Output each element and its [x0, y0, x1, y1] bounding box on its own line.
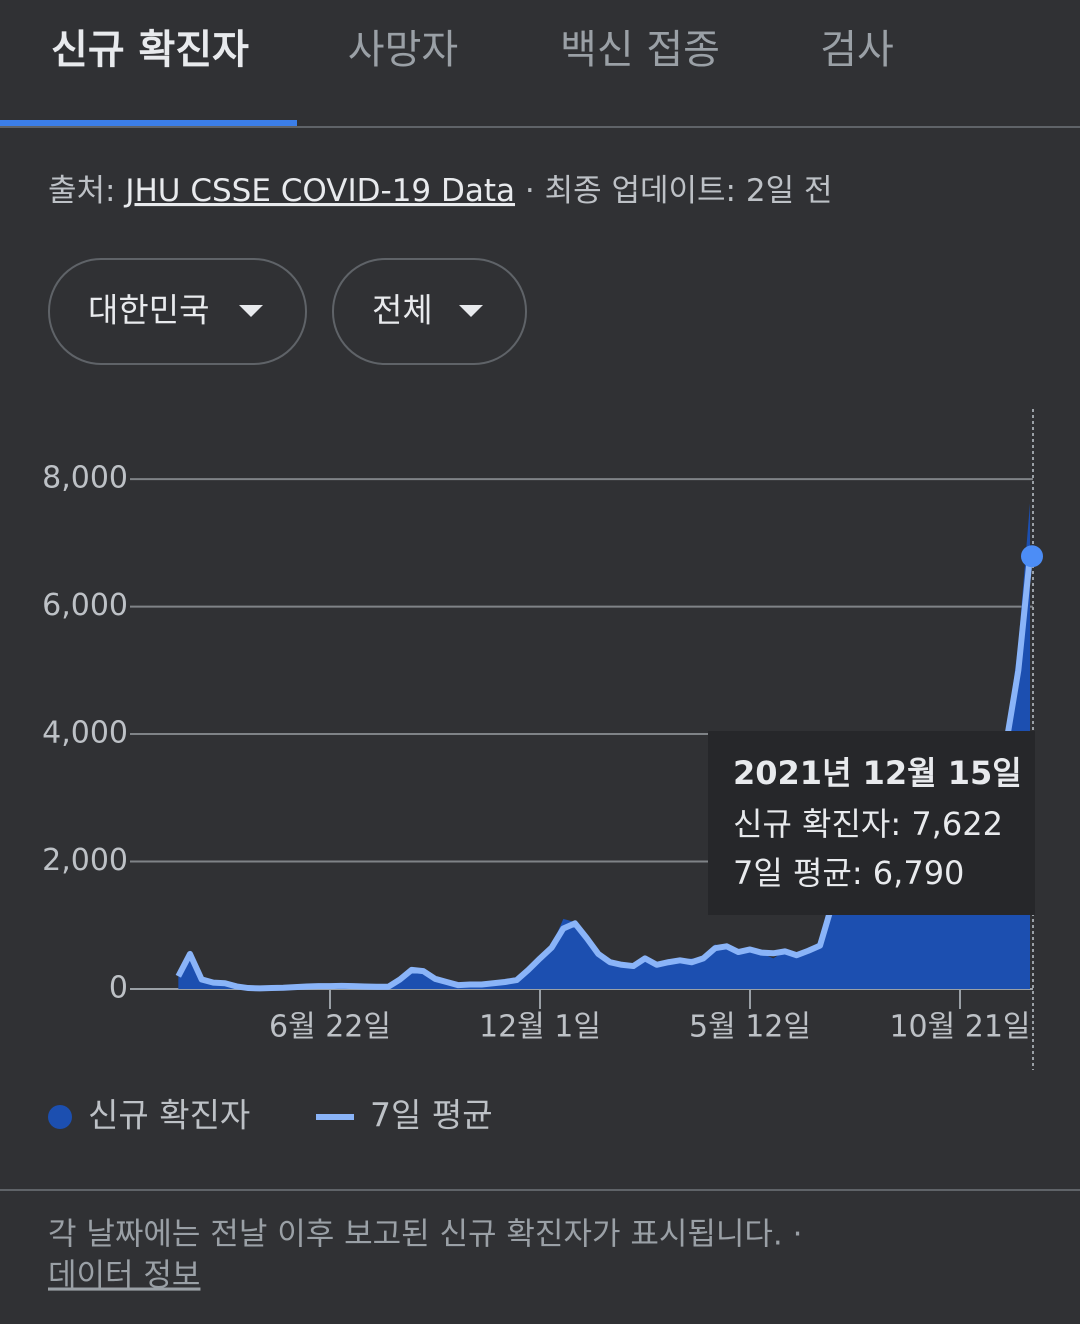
legend-label: 신규 확진자 [88, 1096, 250, 1135]
tab-active[interactable]: 신규 확진자 [51, 27, 249, 73]
footer-note: 각 날짜에는 전날 이후 보고된 신규 확진자가 표시됩니다. · [48, 1217, 803, 1253]
tooltip-title: 2021년 12월 15일 [733, 754, 1022, 792]
tooltip-line: 7일 평균: 6,790 [733, 854, 964, 892]
y-tick-label: 8,000 [42, 461, 128, 496]
dropdown-arrow [239, 305, 263, 317]
x-tick-label: 5월 12일 [689, 1010, 811, 1045]
tab-divider [0, 126, 1080, 128]
daily-area [178, 503, 1031, 989]
source-prefix: 출처: [48, 173, 115, 209]
dropdown-arrow [459, 305, 483, 317]
y-tick-label: 2,000 [42, 843, 128, 878]
legend-label: 7일 평균 [370, 1096, 493, 1135]
y-tick-label: 6,000 [42, 588, 128, 623]
filter-label: 전체 [372, 291, 433, 330]
x-tick-label: 10월 21일 [889, 1010, 1030, 1045]
filter-pill[interactable] [48, 258, 307, 365]
tab[interactable]: 백신 접종 [560, 27, 720, 73]
plot: 0 2,000 4,000 6,000 8,000 6월 22일 12월 1일 5월 12일 1… [42, 409, 1043, 1070]
y-tick-label: 0 [109, 971, 128, 1006]
filter-label: 대한민국 [88, 291, 209, 330]
footer-link[interactable]: 데이터 정보 [48, 1258, 200, 1294]
tooltip-line: 신규 확진자: 7,622 [733, 805, 1003, 843]
tooltip-box [708, 731, 1035, 915]
hover-point [1021, 545, 1043, 568]
tab[interactable]: 사망자 [348, 27, 458, 73]
x-tick-label: 6월 22일 [269, 1010, 391, 1045]
source-link[interactable]: JHU CSSE COVID-19 Data [123, 173, 515, 209]
x-tick-label: 12월 1일 [479, 1010, 601, 1045]
footer-divider [0, 1189, 1080, 1191]
update-text: · 최종 업데이트: 2일 전 [525, 173, 833, 209]
legend-marker [48, 1105, 72, 1129]
y-tick-label: 4,000 [42, 716, 128, 751]
tab-indicator [0, 120, 297, 126]
tab[interactable]: 검사 [820, 27, 894, 73]
filter-pill[interactable] [332, 258, 527, 365]
source-text: 출처: JHU CSSE COVID-19 Data · 최종 업데이트: 2일… [48, 173, 832, 209]
